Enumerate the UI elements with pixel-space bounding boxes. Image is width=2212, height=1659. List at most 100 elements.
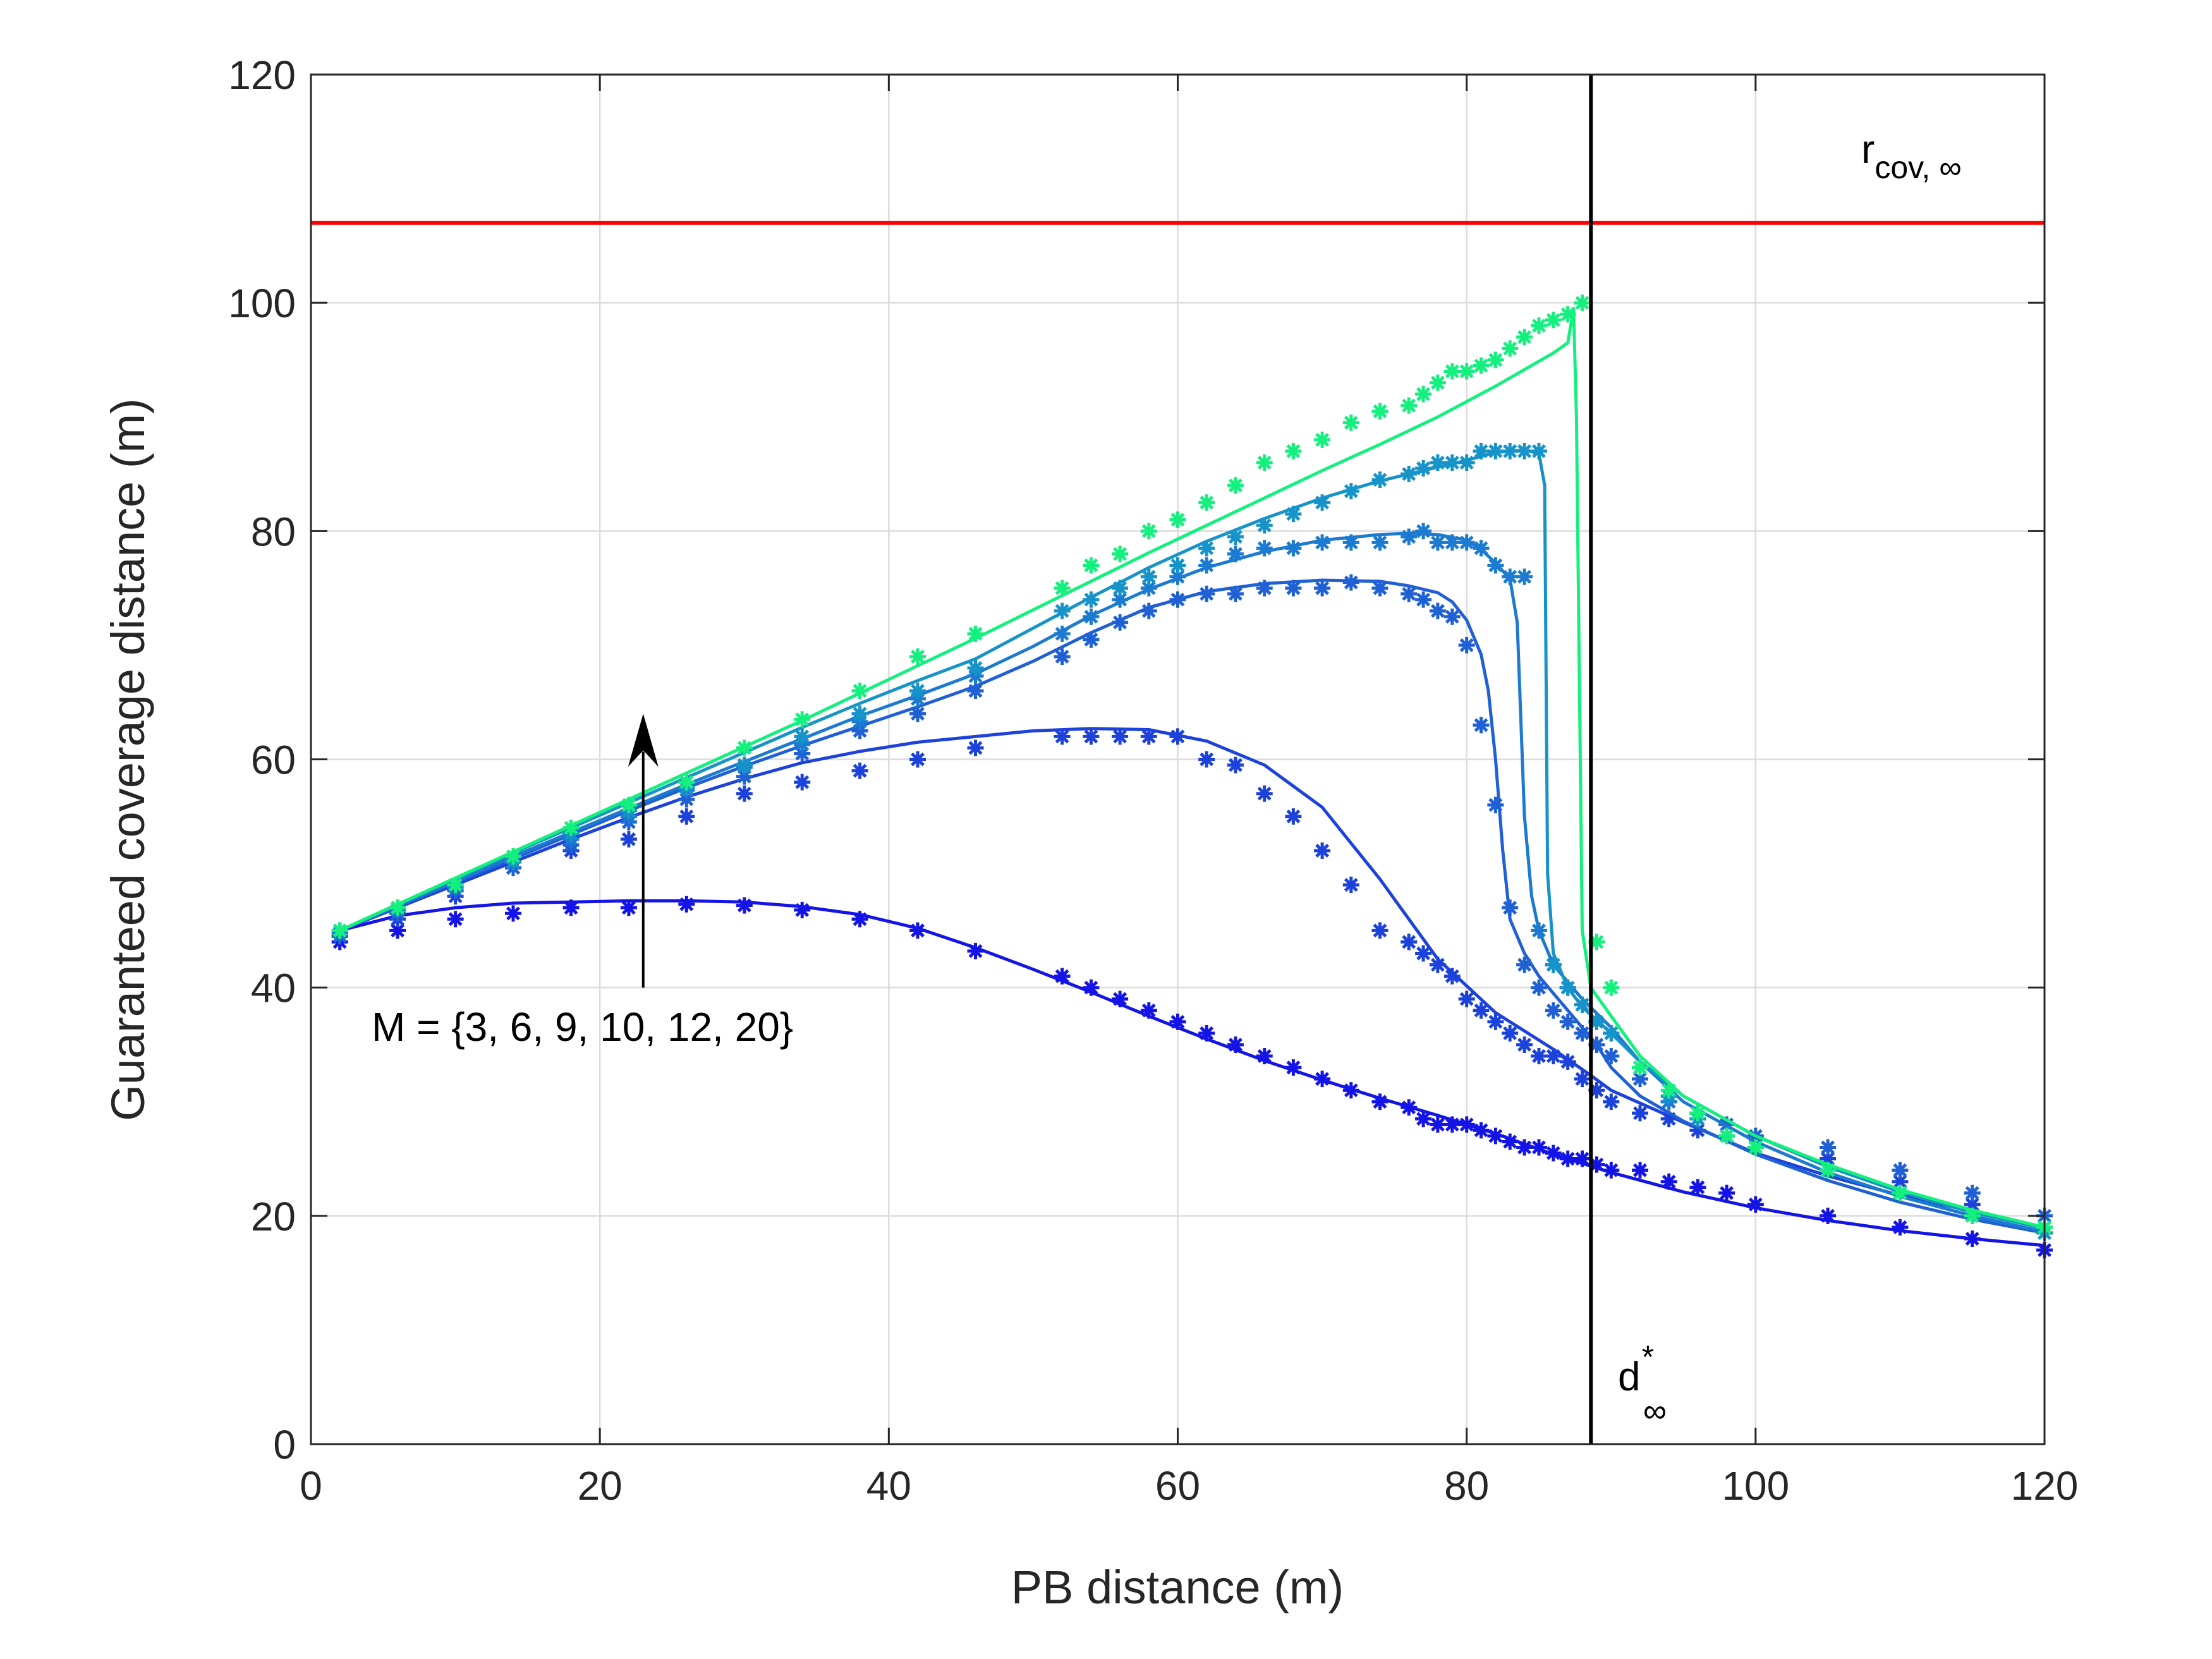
series-marker [1516,568,1533,585]
series-marker [678,896,695,913]
y-tick-label: 20 [251,1194,296,1239]
series-marker [1415,591,1432,608]
series-marker [1083,631,1100,648]
series-marker [851,762,868,779]
series-marker [1443,608,1461,625]
series-marker [1502,340,1519,357]
series-marker [1632,1105,1648,1122]
series-marker [1603,1024,1620,1042]
series-marker [1964,1231,1981,1247]
series-marker [1285,808,1302,825]
series-marker [1820,1162,1837,1179]
series-marker [331,922,348,939]
series-marker [1342,574,1359,591]
y-tick-label: 60 [251,738,296,783]
series-marker [678,774,695,791]
series-marker [1487,442,1504,459]
annotation-arrow-head [628,714,659,767]
series-marker [1198,751,1215,768]
series-marker [1371,922,1389,939]
series-marker [1820,1139,1837,1156]
series-marker [1559,1054,1576,1070]
series-marker [967,683,984,700]
series-marker [1487,1127,1504,1145]
series-marker [1415,1110,1432,1127]
series-marker [1140,728,1157,745]
series-marker [1429,1116,1446,1133]
series-marker [1342,534,1359,551]
series-m-9 [331,574,2053,1235]
series-marker [1964,1184,1981,1201]
series-marker [1443,534,1461,551]
series-marker [1747,1196,1764,1213]
series-marker [1632,1162,1648,1179]
series-marker [1371,1093,1389,1110]
series-marker [1083,728,1100,745]
series-marker [736,897,753,914]
series-marker [1314,431,1331,448]
series-marker [736,785,753,802]
series-marker [1429,602,1446,619]
series-marker [447,877,464,894]
series-marker [1169,511,1186,528]
series-marker [1112,990,1129,1007]
series-marker [1458,1116,1475,1133]
series-marker [1140,1002,1157,1019]
series-marker [1285,1059,1302,1076]
series-marker [1502,1133,1519,1150]
series-marker [1531,1048,1547,1064]
series-marker [1443,1116,1461,1133]
series-marker [505,905,521,922]
x-tick-label: 0 [300,1463,322,1509]
series-marker [736,739,753,757]
series-marker [1140,568,1157,585]
series-marker [1516,442,1533,459]
series-marker [1401,397,1418,414]
series-marker [447,911,464,928]
series-marker [1458,990,1475,1007]
series-marker [1473,357,1490,374]
annotation-m-values: M = {3, 6, 9, 10, 12, 20} [372,1004,793,1050]
series-marker [1256,580,1273,597]
series-marker [1487,1013,1504,1030]
series-marker [736,757,753,774]
series-marker [1256,454,1273,471]
series-marker [1415,523,1432,540]
series-marker [1401,585,1418,602]
series-marker [1473,442,1490,459]
series-marker [1198,585,1215,602]
dstar-label-sub: ∞ [1643,1393,1667,1430]
series-marker [1054,648,1071,665]
series-marker [967,739,984,757]
series-marker [1342,483,1359,500]
series-marker [1429,956,1446,973]
series-marker [1545,1145,1562,1162]
series-marker [620,899,637,916]
series-marker [1256,1048,1273,1064]
series-marker [1401,1099,1418,1116]
x-tick-label: 60 [1155,1463,1200,1509]
y-axis-title: Guaranteed coverage distance (m) [102,398,154,1121]
annotations: M = {3, 6, 9, 10, 12, 20} rcov, ∞ d* ∞ [372,126,1962,1430]
series-marker [1473,717,1490,734]
series-marker [1718,1127,1735,1145]
series-marker [1574,1024,1591,1042]
series-marker [562,819,580,836]
x-tick-label: 40 [866,1463,911,1509]
series-marker [1401,933,1418,951]
x-tick-label: 100 [1722,1463,1789,1509]
series-marker [909,705,926,722]
dstar-label-sup: * [1642,1339,1654,1375]
series-marker [1516,956,1533,973]
series-marker [389,899,406,916]
series-marker [1429,454,1446,471]
series-marker [1660,1173,1677,1190]
series-marker [1198,494,1215,511]
y-tick-label: 100 [228,281,296,326]
series-marker [1342,877,1359,894]
series-marker [1516,1139,1533,1156]
series-marker [1140,602,1157,619]
series-marker [1112,728,1129,745]
series-line [339,307,2045,1229]
series-marker [678,808,695,825]
